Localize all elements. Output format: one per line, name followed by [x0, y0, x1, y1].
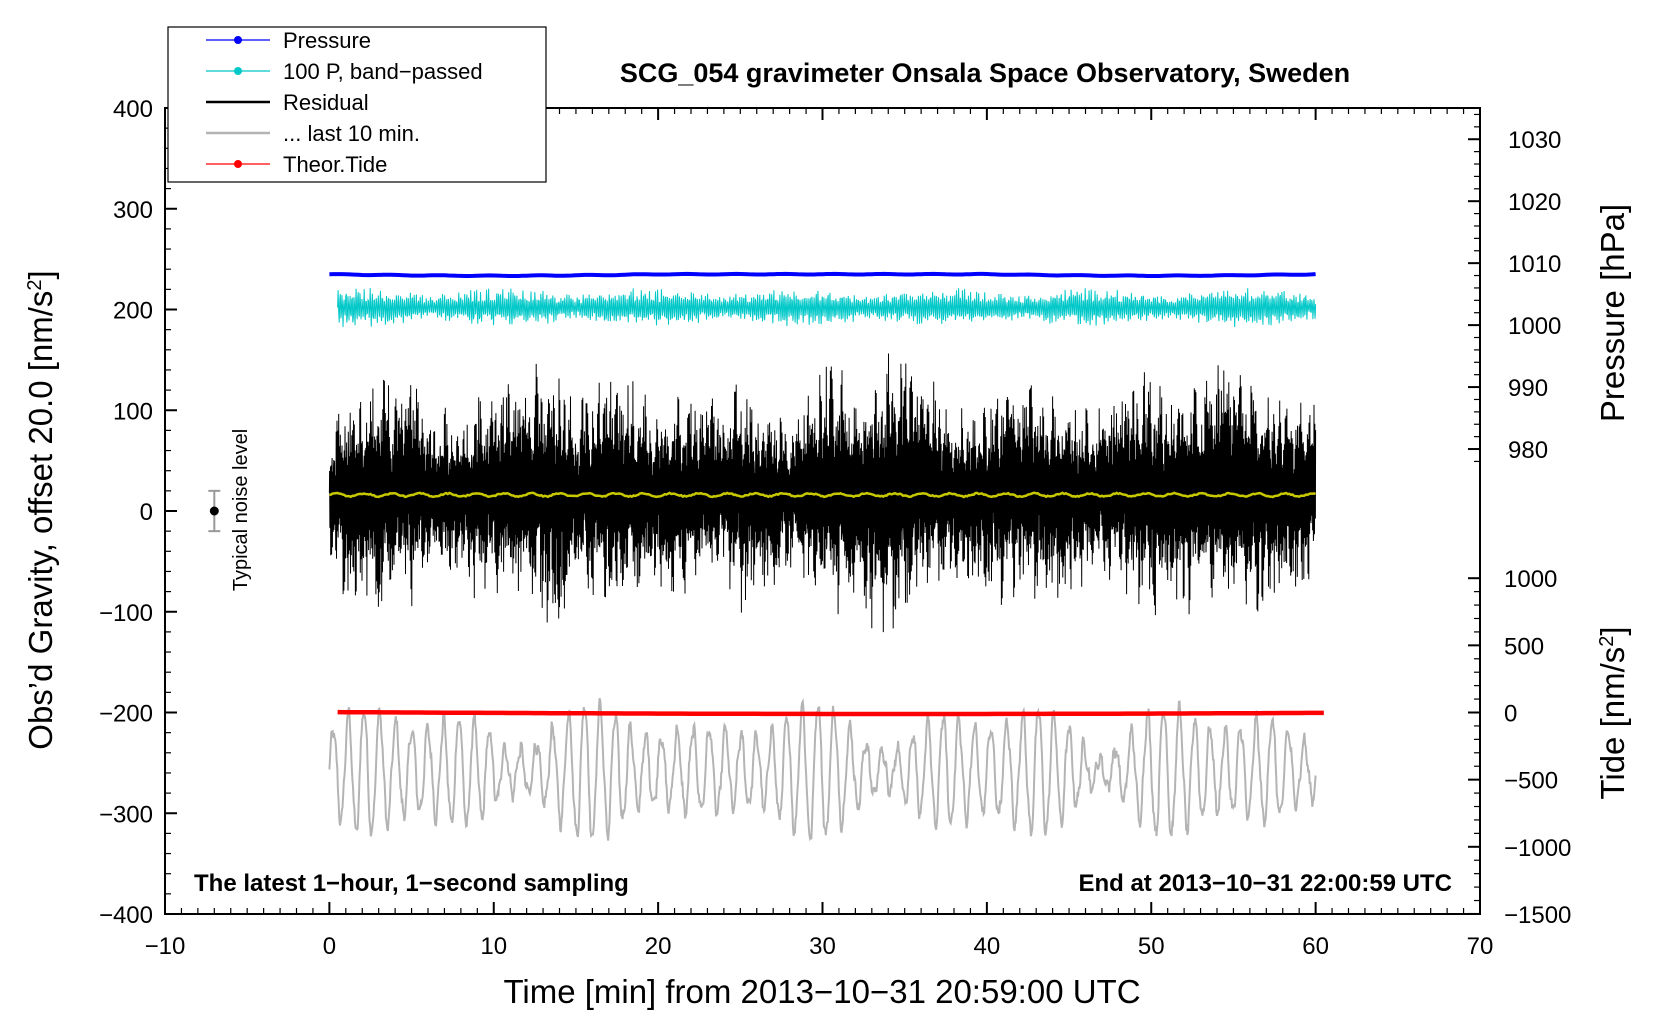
y-right-tide-title-main: Tide [nm/s [1594, 647, 1631, 800]
x-tick-label: 70 [1467, 933, 1494, 960]
legend-marker [234, 160, 242, 168]
pressure-tick-label: 1010 [1508, 251, 1561, 278]
tide-tick-label: 1000 [1504, 566, 1557, 593]
pressure-axis-ticks: 1030 1020 1010 1000 990 980 [1468, 113, 1561, 464]
y-left-tick-label: −200 [99, 701, 153, 728]
pressure-tick-label: 980 [1508, 437, 1548, 464]
y-right-pressure-title: Pressure [hPa] [1594, 204, 1631, 422]
series-layer [328, 271, 1324, 842]
y-left-tick-label: 400 [113, 96, 153, 123]
series-residual [328, 353, 1317, 633]
y-left-tick-label: −300 [99, 801, 153, 828]
tide-tick-label: 0 [1504, 701, 1517, 728]
series-theor-tide [337, 709, 1324, 717]
chart-title: SCG_054 gravimeter Onsala Space Observat… [620, 58, 1350, 88]
y-right-tide-title-sup: 2 [1596, 636, 1618, 647]
series-last-10-min [328, 697, 1317, 842]
legend-label: 100 P, band−passed [283, 59, 483, 84]
x-tick-label: 30 [809, 933, 836, 960]
x-axis-ticks: −10 0 10 20 30 40 50 60 70 [145, 108, 1494, 960]
pressure-tick-label: 1020 [1508, 189, 1561, 216]
legend-label: Residual [283, 90, 369, 115]
x-tick-label: 50 [1138, 933, 1165, 960]
y-left-tick-label: −100 [99, 600, 153, 627]
x-axis-title: Time [min] from 2013−10−31 20:59:00 UTC [503, 973, 1140, 1010]
y-left-tick-label: 0 [140, 499, 153, 526]
x-tick-label: 20 [645, 933, 672, 960]
y-left-tick-label: 200 [113, 298, 153, 325]
y-right-tide-title: Tide [nm/s2] [1594, 626, 1631, 799]
x-tick-label: 60 [1302, 933, 1329, 960]
noise-bar-dot [209, 506, 219, 516]
pressure-tick-label: 1000 [1508, 313, 1561, 340]
legend-marker [234, 36, 242, 44]
tide-tick-label: 500 [1504, 633, 1544, 660]
y-left-tick-label: −400 [99, 902, 153, 929]
y-right-tide-title-end: ] [1594, 626, 1631, 635]
y-left-axis-title-main: Obs’d Gravity, offset 20.0 [nm/s [22, 291, 59, 750]
annotation-bottom-left: The latest 1−hour, 1−second sampling [194, 870, 629, 897]
legend-box [167, 26, 547, 183]
y-left-axis-title-end: ] [22, 270, 59, 279]
y-left-axis-title-sup: 2 [24, 279, 46, 290]
series-band-passed [337, 287, 1317, 328]
pressure-tick-label: 1030 [1508, 127, 1561, 154]
annotation-bottom-right: End at 2013−10−31 22:00:59 UTC [1078, 870, 1452, 897]
y-left-tick-label: 100 [113, 398, 153, 425]
noise-level-indicator [208, 489, 221, 533]
tide-tick-label: −1500 [1504, 902, 1571, 929]
tide-axis-ticks: 1000 500 0 −500 −1000 −1500 [1468, 566, 1571, 929]
y-left-axis-title: Obs’d Gravity, offset 20.0 [nm/s2] [22, 270, 59, 749]
legend-marker [234, 67, 242, 75]
series-running-mean [329, 491, 1317, 499]
noise-level-label: Typical noise level [230, 429, 252, 591]
x-tick-label: 10 [480, 933, 507, 960]
pressure-tick-label: 990 [1508, 375, 1548, 402]
x-tick-label: 40 [974, 933, 1001, 960]
y-left-tick-label: 300 [113, 197, 153, 224]
tide-tick-label: −1000 [1504, 835, 1571, 862]
x-tick-label: −10 [145, 933, 186, 960]
x-tick-label: 0 [323, 933, 336, 960]
legend-label: Theor.Tide [283, 152, 387, 177]
y-left-axis-ticks: 400 300 200 100 0 −100 −200 −300 −400 [99, 96, 177, 929]
series-pressure [329, 271, 1316, 278]
tide-tick-label: −500 [1504, 768, 1558, 795]
legend-label: ... last 10 min. [283, 121, 420, 146]
legend-label: Pressure [283, 28, 371, 53]
legend: Pressure 100 P, band−passed Residual ... la… [167, 26, 547, 183]
